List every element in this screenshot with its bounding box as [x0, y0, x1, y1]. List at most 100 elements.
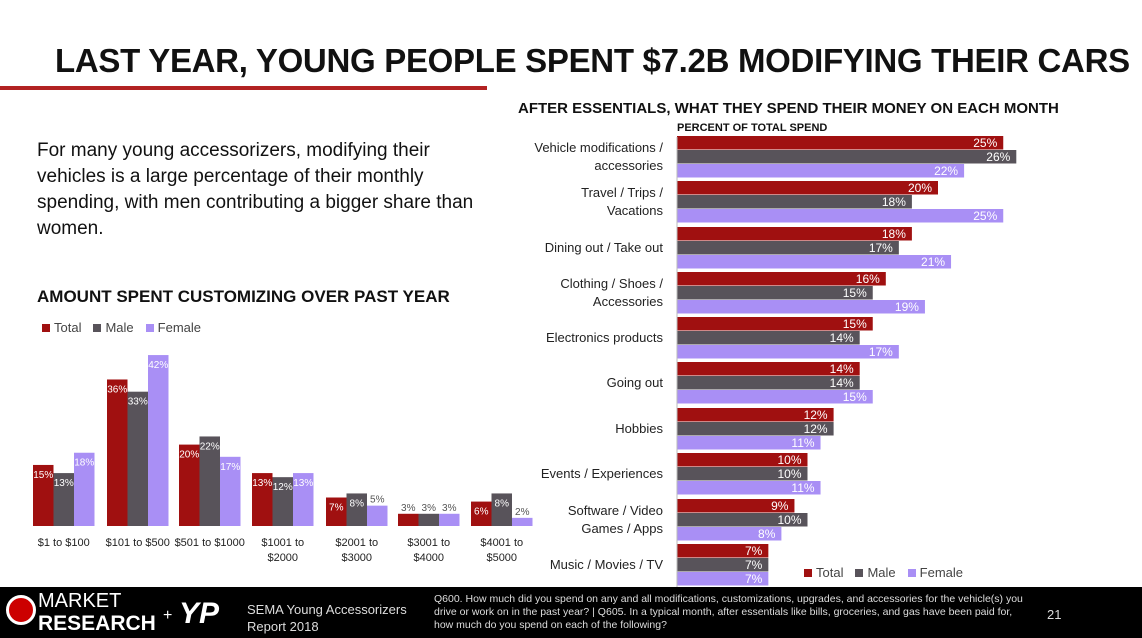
bar-male	[677, 422, 834, 436]
bar-total	[326, 497, 347, 526]
data-label: 20%	[179, 450, 199, 461]
data-label: 14%	[830, 376, 854, 390]
legend-swatch	[804, 568, 812, 577]
data-label: 10%	[777, 453, 801, 467]
bar-female	[148, 355, 169, 526]
y-tick-label: Hobbies	[615, 421, 663, 436]
data-label: 15%	[843, 317, 867, 331]
data-label: 7%	[745, 558, 763, 572]
data-label: 13%	[252, 478, 272, 489]
y-tick-label: Dining out / Take out	[545, 240, 664, 255]
data-label: 17%	[869, 345, 893, 359]
right-chart-subtitle: PERCENT OF TOTAL SPEND	[677, 122, 828, 134]
data-label: 8%	[350, 498, 365, 509]
data-label: 42%	[148, 360, 168, 371]
y-tick-label: Travel / Trips /	[581, 185, 663, 200]
legend-label: Male	[105, 320, 134, 335]
legend-swatch	[42, 323, 50, 332]
y-tick-label: Electronics products	[546, 330, 664, 345]
sema-seal-icon	[6, 595, 36, 625]
title-underline	[0, 86, 487, 90]
bar-male	[677, 376, 860, 390]
yp-logo: YP	[179, 597, 220, 630]
data-label: 12%	[273, 482, 293, 493]
legend-item: Total	[804, 565, 843, 580]
bar-male	[53, 473, 74, 526]
data-label: 18%	[882, 195, 906, 209]
data-label: 20%	[908, 181, 932, 195]
page-number: 21	[1047, 607, 1062, 622]
x-tick-label: $4001 to	[480, 537, 523, 549]
data-label: 16%	[856, 272, 880, 286]
legend-item: Female	[145, 320, 202, 335]
footer: MARKET RESEARCH + YP SEMA Young Accessor…	[0, 587, 1142, 638]
bar-male	[677, 467, 808, 481]
bar-female	[367, 505, 388, 526]
data-label: 12%	[804, 408, 828, 422]
x-tick-label: $2001 to	[335, 537, 378, 549]
legend-item: Male	[93, 320, 134, 335]
x-tick-label: $2000	[267, 552, 298, 564]
bar-female	[677, 345, 899, 359]
left-chart-legend: Total Male Female	[42, 320, 201, 335]
bar-male	[127, 391, 148, 526]
data-label: 14%	[830, 362, 854, 376]
bar-total	[677, 181, 938, 195]
data-label: 11%	[791, 481, 814, 495]
y-tick-label: Events / Experiences	[541, 466, 664, 481]
bar-male	[677, 558, 769, 572]
legend-item: Total	[42, 320, 81, 335]
bar-male	[272, 477, 293, 526]
bar-total	[471, 501, 492, 526]
report-name: SEMA Young Accessorizers Report 2018	[247, 602, 407, 634]
bar-female	[74, 452, 95, 526]
data-label: 22%	[200, 441, 220, 452]
bar-total	[398, 513, 419, 526]
y-tick-label: Going out	[607, 375, 664, 390]
bar-male	[491, 493, 512, 526]
logo-research: RESEARCH	[38, 612, 156, 635]
bar-female	[677, 481, 821, 495]
plus-sign: +	[163, 607, 173, 624]
bar-female	[677, 300, 925, 314]
bar-male	[677, 195, 912, 209]
legend-label: Total	[816, 565, 844, 580]
bar-male	[677, 331, 860, 345]
data-label: 15%	[843, 286, 867, 300]
bar-total	[677, 453, 808, 467]
bar-female	[439, 513, 460, 526]
legend-item: Female	[907, 565, 963, 580]
data-label: 8%	[495, 498, 510, 509]
bar-total	[252, 473, 273, 526]
data-label: 17%	[220, 462, 240, 473]
bar-female	[677, 164, 965, 178]
legend-label: Female	[157, 320, 202, 335]
data-label: 7%	[745, 572, 763, 586]
y-tick-label: Accessories	[593, 294, 664, 309]
bar-female	[677, 209, 1004, 223]
y-tick-label: accessories	[594, 158, 663, 173]
data-label: 18%	[74, 458, 94, 469]
data-label: 8%	[758, 527, 776, 541]
y-tick-label: Software / Video	[568, 503, 663, 518]
bar-female	[677, 527, 782, 541]
data-label: 22%	[934, 164, 958, 178]
x-tick-label: $1 to $100	[38, 537, 90, 549]
bar-female	[677, 436, 821, 450]
bar-male	[677, 513, 808, 527]
y-tick-label: Vacations	[607, 203, 664, 218]
x-tick-label: $1001 to	[261, 537, 304, 549]
logo-market: MARKET	[38, 590, 122, 612]
bar-total	[677, 499, 795, 513]
bar-male	[677, 241, 899, 255]
bar-total	[107, 379, 128, 526]
bar-female	[293, 473, 314, 526]
legend-swatch	[855, 568, 864, 577]
x-tick-label: $501 to $1000	[175, 537, 245, 549]
data-label: 9%	[771, 499, 789, 513]
x-tick-label: $5000	[486, 552, 517, 564]
bar-total	[677, 362, 860, 376]
data-label: 11%	[791, 436, 814, 450]
bar-male	[346, 493, 367, 526]
